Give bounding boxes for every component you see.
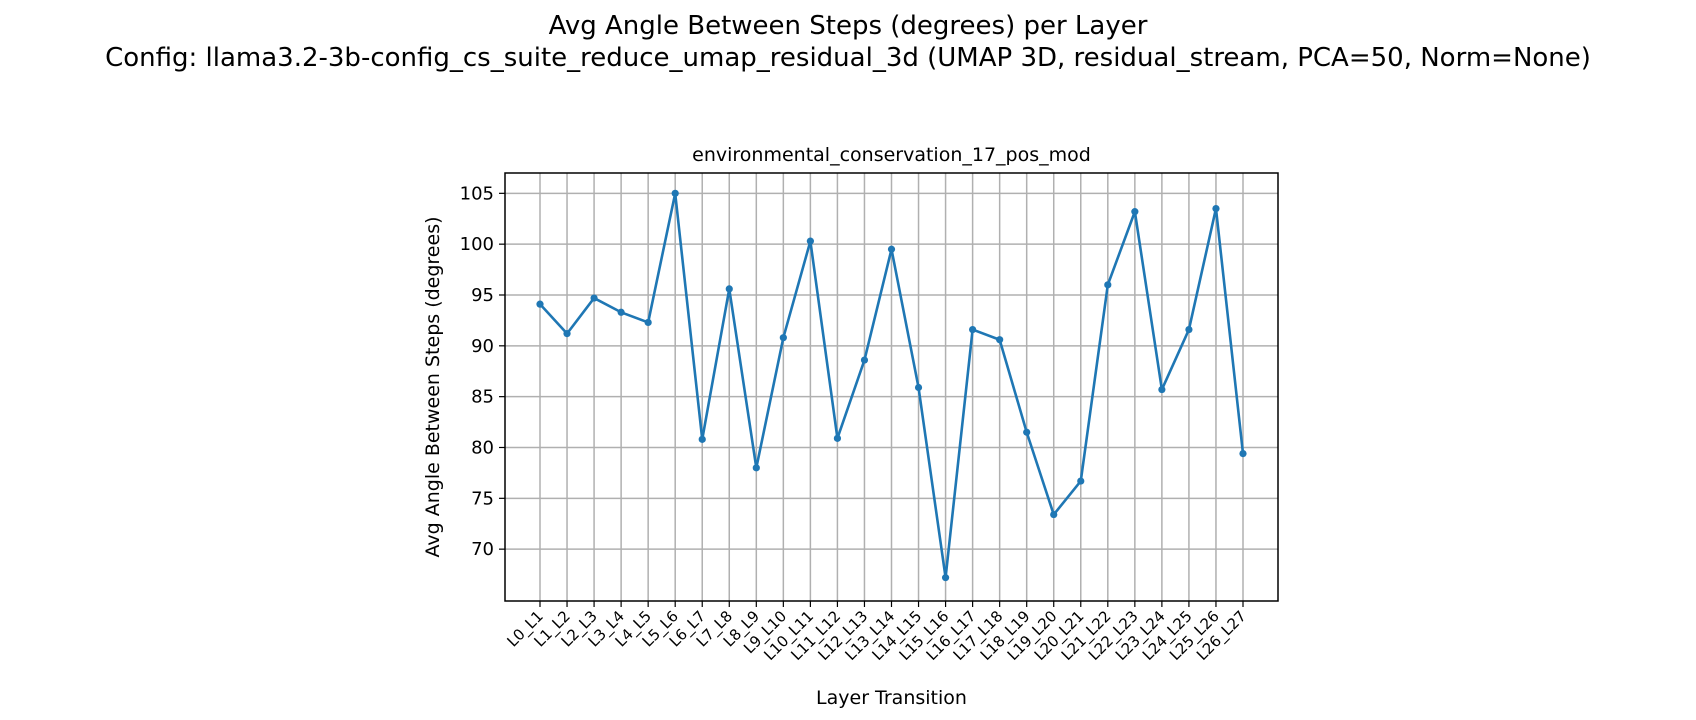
data-point xyxy=(969,325,977,334)
data-point xyxy=(779,334,787,342)
data-point xyxy=(1239,449,1247,458)
data-point xyxy=(887,245,896,253)
y-axis-label: Avg Angle Between Steps (degrees) xyxy=(422,216,444,557)
y-tick-label: 105 xyxy=(460,183,494,204)
y-tick-label: 95 xyxy=(471,285,494,306)
data-point xyxy=(1185,325,1193,334)
data-point xyxy=(1212,204,1220,213)
figure-title-line-1: Avg Angle Between Steps (degrees) per La… xyxy=(548,11,1148,41)
data-point xyxy=(563,330,571,338)
data-point xyxy=(1077,477,1085,485)
data-point xyxy=(1104,281,1112,289)
data-point xyxy=(698,435,706,443)
data-point xyxy=(590,294,598,302)
data-point xyxy=(996,336,1004,344)
y-tick-label: 80 xyxy=(471,437,494,458)
data-point xyxy=(914,383,923,392)
axis-ticks: L0_L1L1_L2L2_L3L3_L4L4_L5L5_L6L6_L7L7_L8… xyxy=(460,183,1251,664)
plot-title: environmental_conservation_17_pos_mod xyxy=(692,144,1091,166)
data-point xyxy=(1158,385,1166,394)
grid xyxy=(505,173,1278,601)
data-point xyxy=(671,189,679,197)
y-tick-label: 70 xyxy=(471,539,494,560)
x-axis-label: Layer Transition xyxy=(816,687,967,709)
data-point xyxy=(752,464,760,472)
data-point xyxy=(644,318,652,327)
series xyxy=(536,189,1247,582)
y-tick-label: 85 xyxy=(471,387,494,408)
data-point xyxy=(725,285,733,293)
data-point xyxy=(941,574,950,582)
figure-title-line-2: Config: llama3.2-3b-config_cs_suite_redu… xyxy=(105,43,1591,73)
y-tick-label: 75 xyxy=(471,488,494,509)
data-point xyxy=(1131,208,1139,216)
data-point xyxy=(833,434,842,442)
data-point xyxy=(1023,428,1031,436)
plot-frame xyxy=(504,172,1279,602)
data-point xyxy=(536,300,544,308)
data-point xyxy=(1050,510,1058,519)
data-point xyxy=(860,356,869,364)
y-tick-label: 100 xyxy=(460,234,494,255)
data-point xyxy=(806,237,814,245)
data-point xyxy=(617,308,625,316)
y-tick-label: 90 xyxy=(471,336,494,357)
figure-title: Avg Angle Between Steps (degrees) per La… xyxy=(0,10,1696,74)
